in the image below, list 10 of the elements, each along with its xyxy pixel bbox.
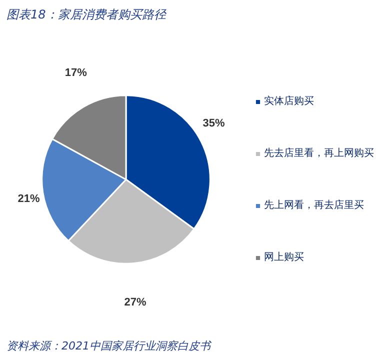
legend-label: 先上网看，再去店里买 xyxy=(264,198,364,212)
data-label: 27% xyxy=(124,296,147,308)
chart-title: 图表18：家居消费者购买路径 xyxy=(6,8,167,22)
legend-label: 网上购买 xyxy=(264,250,304,264)
data-label: 35% xyxy=(202,117,225,130)
legend-label: 实体店购买 xyxy=(264,94,314,108)
data-label: 21% xyxy=(18,192,40,205)
text: 资料来源：2021中国家居行业洞察白皮书 xyxy=(6,340,212,352)
data-label: 17% xyxy=(64,67,88,80)
legend-label: 先去店里看，再上网购买 xyxy=(264,146,374,160)
